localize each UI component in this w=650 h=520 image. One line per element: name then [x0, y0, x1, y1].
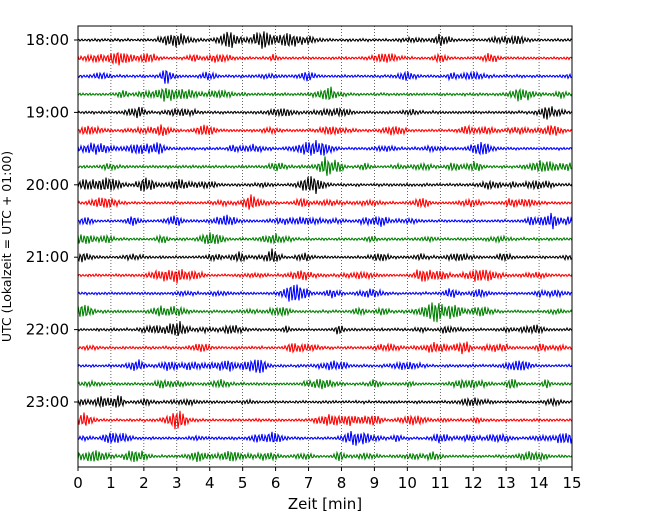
seismic-traces	[77, 31, 573, 463]
trace-line	[77, 268, 573, 284]
y-tick-label: 21:00	[26, 248, 69, 266]
trace-line	[77, 156, 573, 176]
trace-line	[77, 212, 573, 230]
x-tick-label: 3	[172, 474, 182, 492]
trace-line	[77, 86, 573, 102]
plot-frame	[77, 25, 573, 468]
trace-line	[77, 359, 573, 374]
trace-line	[77, 395, 573, 409]
x-axis: 0 1 2 3 4 5 6 7 8 9 10 11 12 13 14 15	[73, 467, 582, 492]
trace-line	[77, 232, 573, 245]
trace-line	[77, 248, 573, 263]
x-tick-label: 13	[497, 474, 516, 492]
x-tick-label: 14	[530, 474, 549, 492]
trace-line	[77, 450, 573, 463]
x-tick-label: 10	[398, 474, 417, 492]
y-tick-label: 18:00	[26, 31, 69, 49]
trace-line	[77, 431, 573, 446]
trace-line	[77, 51, 573, 66]
x-tick-label: 9	[370, 474, 380, 492]
trace-line	[77, 341, 573, 355]
y-tick-label: 23:00	[26, 393, 69, 411]
x-tick-label: 11	[431, 474, 450, 492]
trace-line	[77, 123, 573, 137]
trace-line	[77, 140, 573, 156]
x-tick-label: 1	[106, 474, 116, 492]
x-tick-label: 2	[139, 474, 149, 492]
trace-line	[77, 106, 573, 120]
trace-line	[77, 194, 573, 210]
x-tick-label: 7	[304, 474, 314, 492]
x-tick-label: 4	[205, 474, 215, 492]
x-tick-label: 6	[271, 474, 281, 492]
y-tick-label: 19:00	[26, 103, 69, 121]
trace-line	[77, 31, 573, 49]
trace-line	[77, 69, 573, 84]
x-tick-label: 0	[73, 474, 83, 492]
trace-line	[77, 410, 573, 430]
trace-line	[77, 321, 573, 336]
x-tick-label: 8	[337, 474, 347, 492]
trace-line	[77, 176, 573, 195]
x-tick-label: 15	[562, 474, 581, 492]
x-axis-label: Zeit [min]	[288, 495, 362, 513]
y-axis: 18:00 19:00 20:00 21:00 22:00 23:00	[26, 31, 78, 411]
y-axis-label: UTC (Lokalzeit = UTC + 01:00)	[0, 151, 14, 342]
y-tick-label: 20:00	[26, 176, 69, 194]
trace-line	[77, 284, 573, 302]
x-tick-label: 5	[238, 474, 248, 492]
trace-line	[77, 302, 573, 323]
y-tick-label: 22:00	[26, 321, 69, 339]
x-tick-label: 12	[464, 474, 483, 492]
trace-line	[77, 378, 573, 390]
